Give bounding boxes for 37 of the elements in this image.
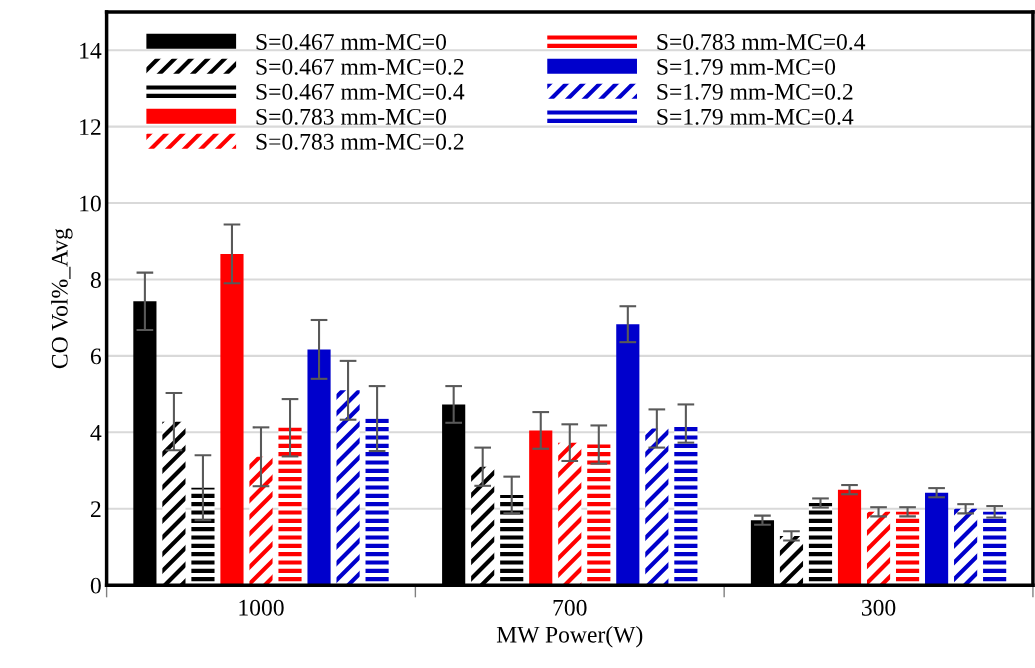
y-tick-label: 14 xyxy=(80,42,102,59)
legend-label: S=1.79 mm-MC=0 xyxy=(657,58,836,75)
y-tick-label: 4 xyxy=(90,424,102,441)
bar xyxy=(954,508,978,586)
legend-label: S=1.79 mm-MC=0.2 xyxy=(657,83,853,100)
legend-label: S=1.79 mm-MC=0.4 xyxy=(657,108,854,125)
y-tick-label: 2 xyxy=(90,501,101,517)
x-tick-label: 700 xyxy=(553,599,587,616)
y-tick-label: 12 xyxy=(80,119,101,135)
bar xyxy=(162,421,186,586)
bar xyxy=(249,456,273,586)
legend-label: S=0.467 mm-MC=0.2 xyxy=(256,58,464,75)
bar xyxy=(336,390,360,586)
bar xyxy=(471,466,495,586)
bar xyxy=(558,442,582,586)
legend-label: S=0.783 mm-MC=0.4 xyxy=(657,33,866,50)
x-axis-title: MW Power(W) xyxy=(496,626,643,648)
y-tick-label: 8 xyxy=(90,271,101,288)
bar xyxy=(837,489,862,586)
bar xyxy=(925,492,949,586)
bar xyxy=(307,349,331,586)
x-tick-label: 1000 xyxy=(239,599,284,616)
legend-label: S=0.783 mm-MC=0 xyxy=(256,108,447,125)
bar xyxy=(616,324,640,586)
y-tick-label: 10 xyxy=(80,195,101,212)
legend-label: S=0.467 mm-MC=0.4 xyxy=(256,83,465,100)
bar xyxy=(645,428,669,586)
bar xyxy=(220,253,244,586)
bar xyxy=(779,535,804,586)
bar xyxy=(866,511,891,586)
legend-label: S=0.783 mm-MC=0.2 xyxy=(256,133,464,150)
x-tick-label: 300 xyxy=(861,599,896,616)
bar xyxy=(529,430,553,586)
y-tick-label: 6 xyxy=(90,348,102,365)
y-tick-label: 0 xyxy=(90,577,101,594)
legend-label: S=0.467 mm-MC=0 xyxy=(256,33,447,50)
y-axis-title: CO Vol%_Avg xyxy=(51,228,73,369)
